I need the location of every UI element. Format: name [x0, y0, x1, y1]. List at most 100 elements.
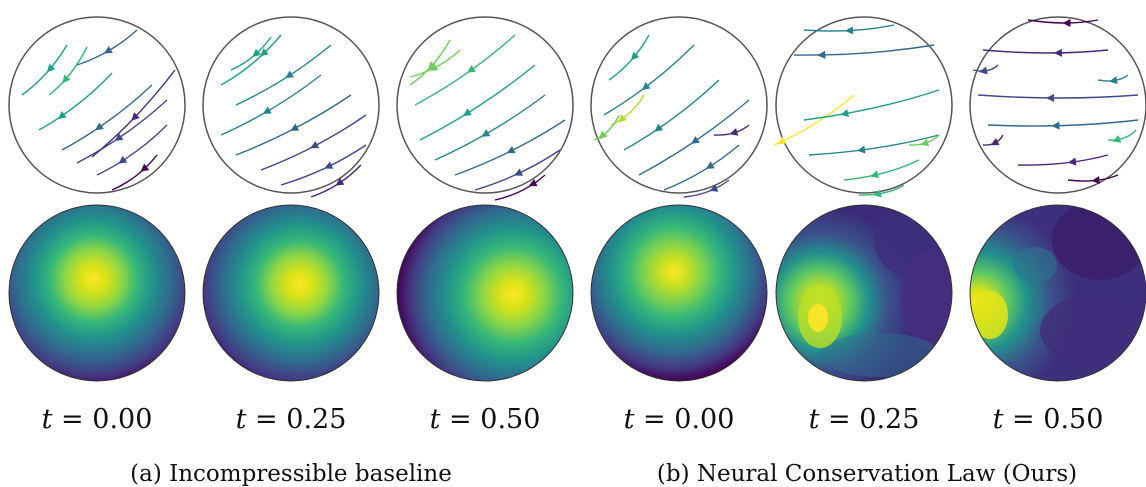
streamline-arrow-icon	[1067, 157, 1077, 166]
streamline	[96, 124, 168, 176]
streamline-plot-a-t050	[396, 16, 574, 201]
streamline-arrow-icon	[481, 129, 491, 137]
streamline	[220, 34, 282, 86]
streamline-arrow-icon	[1112, 135, 1122, 143]
streamline-arrow-icon	[618, 114, 627, 123]
streamline	[235, 44, 332, 106]
streamline	[220, 74, 322, 136]
caption-b: (b) Neural Conservation Law (Ours)	[656, 461, 1078, 487]
streamline	[1017, 154, 1109, 166]
streamline-plot-b-t025	[773, 16, 953, 198]
streamline-arrow-icon	[979, 66, 988, 75]
streamline-plot-a-t0	[8, 16, 186, 194]
time-label-a-t0: t = 0.00	[41, 404, 153, 435]
streamline	[21, 44, 68, 96]
streamline-arrow-icon	[428, 61, 437, 70]
streamline	[48, 46, 88, 96]
streamline	[793, 44, 935, 56]
streamline-domain-circle	[396, 16, 574, 194]
streamline-domain-circle	[969, 16, 1146, 194]
streamline-arrow-icon	[528, 179, 538, 187]
streamline	[414, 34, 516, 106]
streamline-arrow-icon	[654, 123, 664, 132]
streamline	[843, 159, 920, 181]
density-plot-a-t025	[202, 204, 380, 382]
time-label-b-t050: t = 0.50	[992, 404, 1104, 435]
streamline	[111, 154, 158, 191]
streamline-arrow-icon	[870, 170, 879, 179]
streamline-arrow-icon	[290, 123, 300, 131]
streamline-arrow-icon	[57, 111, 67, 120]
streamline	[603, 44, 695, 116]
streamline	[419, 64, 536, 141]
streamline	[803, 89, 940, 121]
streamline-arrow-icon	[310, 141, 320, 149]
streamline-arrow-icon	[873, 189, 882, 198]
streamline-domain-circle	[202, 16, 380, 194]
streamline-arrow-icon	[1109, 76, 1118, 85]
caption-a: (a) Incompressible baseline	[130, 461, 452, 487]
streamline-arrow-icon	[506, 146, 516, 154]
streamline-plots	[8, 16, 1146, 201]
time-label-b-t0: t = 0.00	[623, 404, 735, 435]
streamline-arrow-icon	[429, 63, 439, 71]
streamline-arrow-icon	[62, 74, 71, 84]
streamline-arrow-icon	[467, 65, 476, 73]
streamline	[593, 114, 620, 141]
density-plot-b-t025	[776, 205, 952, 381]
streamline-arrow-icon	[729, 128, 739, 136]
streamline	[623, 79, 720, 151]
streamline	[663, 144, 740, 191]
streamline	[1107, 129, 1137, 141]
streamline	[608, 34, 650, 81]
streamline-domain-circle	[8, 16, 186, 194]
streamline-domain-circle	[775, 16, 953, 194]
streamline-arrow-icon	[641, 82, 651, 91]
streamline	[977, 94, 1139, 99]
streamline-arrow-icon	[335, 177, 345, 186]
density-plots	[8, 204, 1146, 382]
figure-canvas	[8, 16, 1146, 382]
streamline	[260, 114, 367, 171]
streamline	[972, 64, 999, 72]
streamline-arrow-icon	[691, 136, 700, 144]
streamline	[434, 94, 546, 161]
streamline-arrow-icon	[118, 155, 128, 164]
streamline-arrow-icon	[285, 70, 295, 79]
streamline-arrow-icon	[46, 63, 56, 73]
streamline	[808, 134, 940, 156]
streamline-plot-b-t050	[969, 16, 1146, 194]
streamline-arrow-icon	[1062, 18, 1071, 27]
streamline	[638, 99, 750, 176]
streamline-arrow-icon	[705, 161, 715, 169]
streamline	[280, 144, 367, 186]
streamline	[409, 49, 461, 78]
time-label-b-t025: t = 0.25	[808, 404, 920, 435]
streamline-arrow-icon	[990, 137, 1000, 146]
streamline-arrow-icon	[709, 184, 719, 192]
streamline	[61, 84, 153, 151]
streamline	[494, 174, 546, 201]
streamline-plot-b-t0	[590, 16, 768, 198]
streamline-arrow-icon	[598, 130, 608, 140]
streamline-arrow-icon	[262, 106, 272, 115]
streamline-arrow-icon	[260, 48, 269, 57]
streamline	[474, 149, 561, 191]
streamline-arrow-icon	[1051, 121, 1060, 130]
streamline	[858, 184, 905, 196]
streamline-arrow-icon	[324, 161, 334, 169]
streamline	[773, 94, 855, 146]
streamline-arrow-icon	[514, 168, 524, 176]
time-label-a-t025: t = 0.25	[235, 404, 347, 435]
streamline-arrow-icon	[252, 48, 262, 57]
streamline-arrow-icon	[114, 133, 124, 142]
streamline-arrow-icon	[462, 108, 472, 117]
streamline	[76, 99, 168, 164]
density-plot-a-t050	[396, 204, 574, 382]
time-label-a-t050: t = 0.50	[429, 404, 541, 435]
streamline	[91, 69, 176, 158]
streamline	[683, 179, 730, 198]
streamline	[38, 72, 113, 131]
streamline-arrow-icon	[1045, 93, 1054, 102]
streamline-arrow-icon	[845, 26, 854, 35]
